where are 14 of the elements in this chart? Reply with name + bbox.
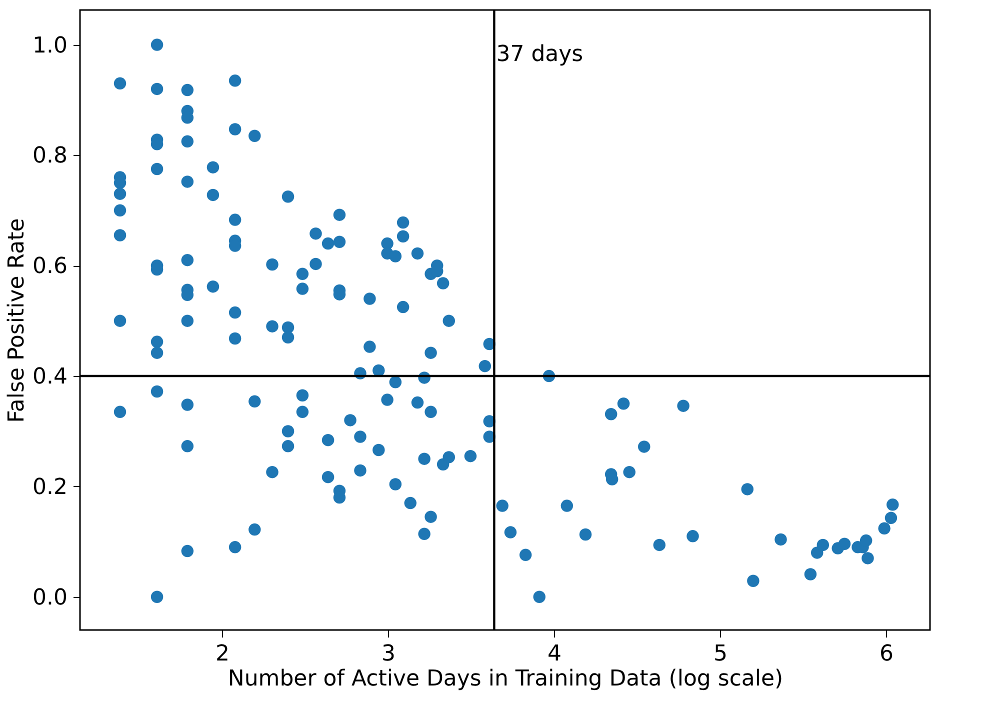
- y-tick-label: 0.2: [32, 474, 68, 500]
- x-tick-label: 2: [215, 642, 230, 666]
- y-tick-label: 0.0: [32, 585, 68, 610]
- x-tick-label: 3: [381, 642, 396, 666]
- y-tick-label: 1.0: [32, 33, 68, 58]
- y-axis-title: False Positive Rate: [4, 218, 30, 423]
- x-tick-label: 6: [880, 642, 894, 666]
- y-tick-label: 0.6: [32, 254, 68, 280]
- y-tick-label: 0.4: [32, 364, 68, 390]
- x-tick-label: 4: [547, 642, 562, 666]
- x-tick-label: 5: [713, 642, 728, 666]
- ref-line-label: 37 days: [496, 42, 584, 67]
- x-axis-title: Number of Active Days in Training Data (log scale): [228, 666, 784, 692]
- y-tick-label: 0.8: [32, 144, 68, 169]
